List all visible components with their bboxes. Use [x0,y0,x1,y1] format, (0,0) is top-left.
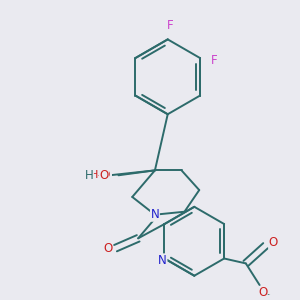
Text: N: N [151,208,159,221]
Text: H-O: H-O [90,170,112,180]
Text: H: H [85,169,93,182]
Text: O: O [269,236,278,249]
Text: O: O [258,286,267,299]
Text: N: N [158,254,167,267]
Text: F: F [167,19,173,32]
Text: O: O [99,169,108,182]
Text: F: F [211,54,217,67]
Text: O: O [103,242,112,255]
